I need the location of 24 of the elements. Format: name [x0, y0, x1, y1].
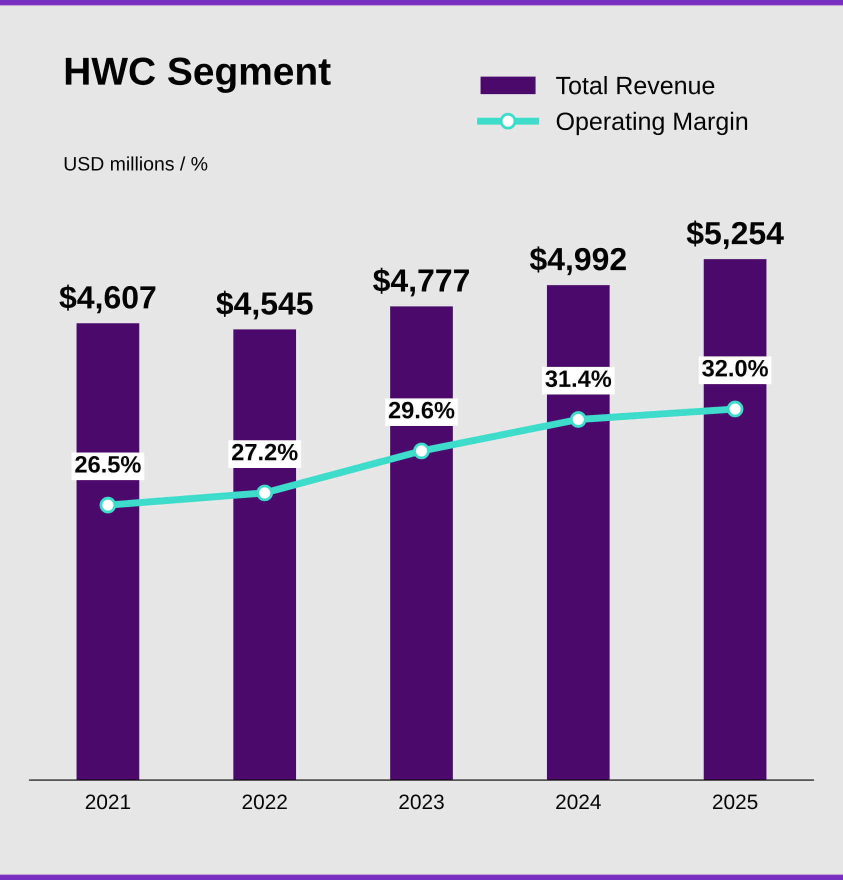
data-label: 29.6%: [388, 402, 454, 419]
data-label: $4,992: [530, 246, 626, 276]
point: [413, 442, 430, 460]
point: [726, 400, 744, 418]
x-tick-label: 2022: [242, 794, 287, 810]
data-label: $5,254: [686, 220, 784, 250]
data-label: $4,777: [373, 268, 469, 296]
x-tick-label: 2021: [86, 794, 130, 810]
data-label: 32.0%: [702, 360, 768, 377]
point: [100, 496, 116, 514]
legend-label: Operating Margin: [556, 112, 748, 136]
point: [256, 484, 274, 502]
x-tick-label: 2023: [399, 794, 444, 810]
data-label: 26.5%: [75, 456, 141, 473]
x-tick-label: 2024: [556, 794, 601, 810]
data-label: 31.4%: [545, 370, 612, 388]
chart-title: HWC Segment: [66, 58, 331, 93]
legend-label: Total Revenue: [556, 76, 714, 94]
data-label: $4,607: [59, 284, 156, 314]
data-label: 27.2%: [232, 444, 298, 460]
chart-subtitle: USD millions / %: [64, 156, 208, 171]
point: [570, 411, 587, 428]
data-label: $4,545: [216, 290, 313, 320]
x-tick-label: 2025: [712, 794, 758, 810]
